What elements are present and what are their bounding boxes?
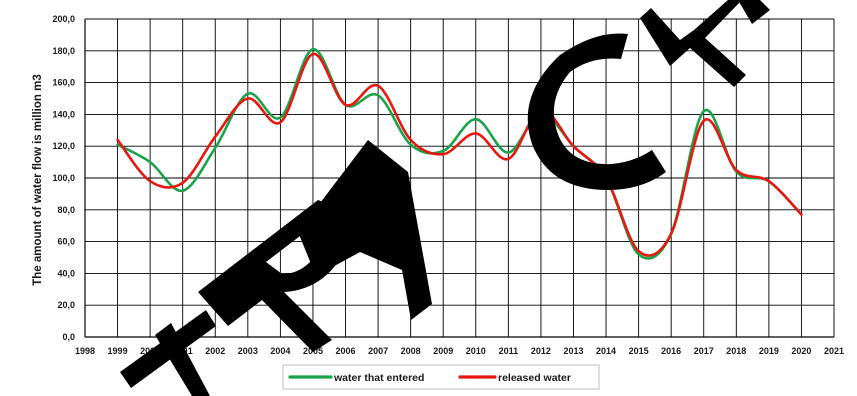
x-tick-label: 2016	[661, 346, 681, 356]
legend-box	[282, 364, 600, 390]
x-tick-label: 1999	[108, 346, 128, 356]
x-tick-label: 2004	[270, 346, 290, 356]
series-lines	[116, 47, 803, 260]
x-tick-label: 2009	[433, 346, 453, 356]
y-tick-label: 100,0	[52, 173, 75, 183]
x-tick-label: 2019	[759, 346, 779, 356]
x-tick-label: 2018	[726, 346, 746, 356]
axes	[84, 19, 834, 338]
x-tick-label: 2017	[694, 346, 714, 356]
x-tick-label: 2020	[791, 346, 811, 356]
x-tick-label: 2008	[401, 346, 421, 356]
x-tick-label: 2014	[596, 346, 616, 356]
y-tick-label: 180,0	[52, 46, 75, 56]
x-tick-label: 2003	[238, 346, 258, 356]
y-tick-label: 140,0	[52, 109, 75, 119]
watermark-letter	[738, 0, 770, 24]
y-tick-label: 20,0	[57, 300, 75, 310]
y-tick-label: 40,0	[57, 268, 75, 278]
y-tick-label: 200,0	[52, 14, 75, 24]
y-axis-label: The amount of water flow is million m3	[32, 74, 44, 286]
series-line-water-entered	[116, 47, 803, 260]
legend: water that entered released water	[282, 364, 600, 390]
x-tick-label: 2015	[629, 346, 649, 356]
legend-label-released-water: released water	[498, 372, 571, 384]
watermark-letter	[527, 33, 666, 191]
x-tick-label: 2013	[563, 346, 583, 356]
y-tick-label: 120,0	[52, 141, 75, 151]
watermark	[120, 0, 770, 396]
legend-label-water-entered: water that entered	[333, 372, 424, 384]
x-tick-label: 2012	[531, 346, 551, 356]
x-tick-label: 1998	[75, 346, 95, 356]
y-tick-label: 60,0	[57, 237, 75, 247]
y-tick-label: 80,0	[57, 205, 75, 215]
x-tick-label: 2002	[205, 346, 225, 356]
x-tick-label: 2010	[466, 346, 486, 356]
x-tick-label: 2006	[336, 346, 356, 356]
series-line-released-water	[116, 52, 803, 257]
x-tick-label: 2011	[499, 346, 519, 356]
y-tick-label: 160,0	[52, 78, 75, 88]
watermark-letter	[640, 0, 746, 87]
watermark-letter	[155, 323, 210, 396]
x-tick-label: 2007	[368, 346, 388, 356]
watermark-letter	[298, 140, 432, 320]
y-tick-label: 0,0	[62, 332, 75, 342]
x-tick-label: 2021	[824, 346, 844, 356]
